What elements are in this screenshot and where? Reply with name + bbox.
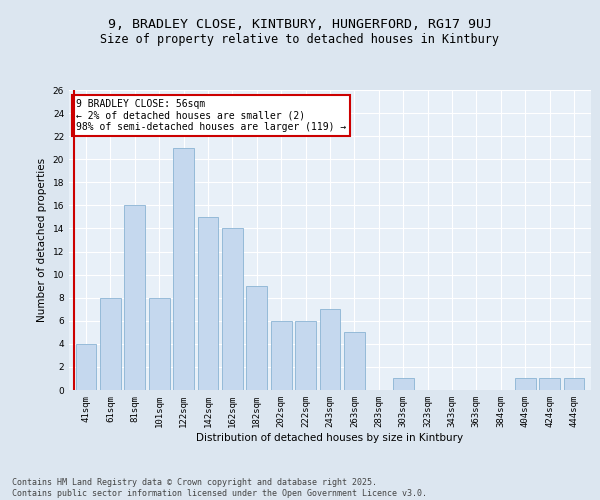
Bar <box>515 378 536 390</box>
Text: 9 BRADLEY CLOSE: 56sqm
← 2% of detached houses are smaller (2)
98% of semi-detac: 9 BRADLEY CLOSE: 56sqm ← 2% of detached … <box>76 99 346 132</box>
Text: Size of property relative to detached houses in Kintbury: Size of property relative to detached ho… <box>101 32 499 46</box>
Bar <box>100 298 121 390</box>
Bar <box>271 321 292 390</box>
Bar <box>222 228 243 390</box>
Bar <box>295 321 316 390</box>
Bar <box>393 378 413 390</box>
Bar <box>76 344 97 390</box>
Bar <box>173 148 194 390</box>
Bar <box>344 332 365 390</box>
Text: Contains HM Land Registry data © Crown copyright and database right 2025.
Contai: Contains HM Land Registry data © Crown c… <box>12 478 427 498</box>
Bar <box>149 298 170 390</box>
Y-axis label: Number of detached properties: Number of detached properties <box>37 158 47 322</box>
Bar <box>320 309 340 390</box>
X-axis label: Distribution of detached houses by size in Kintbury: Distribution of detached houses by size … <box>196 432 464 442</box>
Bar <box>563 378 584 390</box>
Bar <box>197 217 218 390</box>
Bar <box>124 206 145 390</box>
Bar <box>539 378 560 390</box>
Bar <box>247 286 267 390</box>
Text: 9, BRADLEY CLOSE, KINTBURY, HUNGERFORD, RG17 9UJ: 9, BRADLEY CLOSE, KINTBURY, HUNGERFORD, … <box>108 18 492 30</box>
